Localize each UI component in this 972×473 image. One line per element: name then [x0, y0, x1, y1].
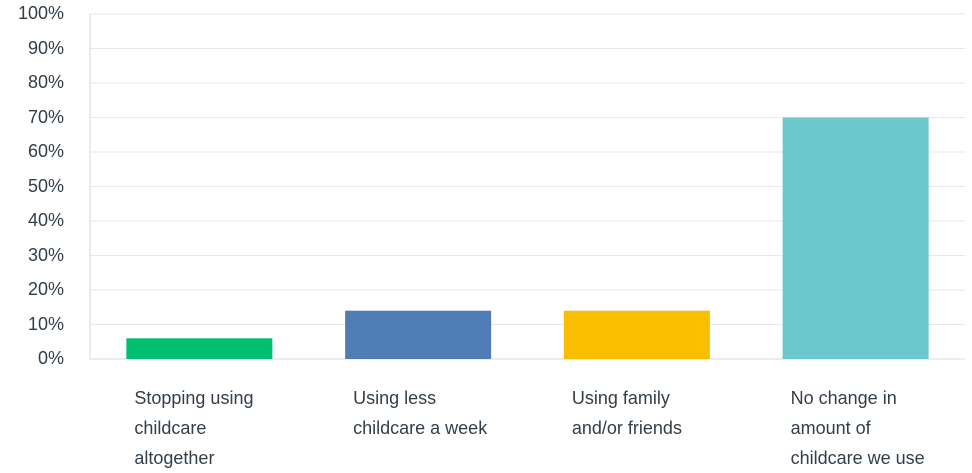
bar-1: [126, 338, 273, 359]
y-tick-label: 60%: [27, 141, 64, 161]
x-category-label: Using less childcare a week: [353, 388, 488, 438]
y-tick-label: 100%: [17, 3, 64, 23]
bar-4: [782, 117, 929, 359]
y-tick-label: 40%: [27, 210, 64, 230]
x-category-label: Stopping using childcare altogether: [134, 388, 254, 468]
y-tick-label: 10%: [27, 313, 64, 334]
y-tick-label: 0%: [37, 348, 64, 368]
y-tick-label: 30%: [27, 244, 64, 265]
x-category-label: No change in amount of childcare we use: [790, 388, 925, 468]
y-tick-label: 50%: [27, 175, 64, 196]
bar-3: [563, 310, 710, 359]
y-tick-label: 70%: [27, 106, 64, 127]
y-tick-label: 90%: [27, 37, 64, 58]
y-tick-label: 80%: [27, 72, 64, 92]
x-category-label: Using family and/or friends: [571, 388, 682, 438]
bar-2: [345, 310, 492, 359]
y-tick-label: 20%: [27, 279, 64, 299]
